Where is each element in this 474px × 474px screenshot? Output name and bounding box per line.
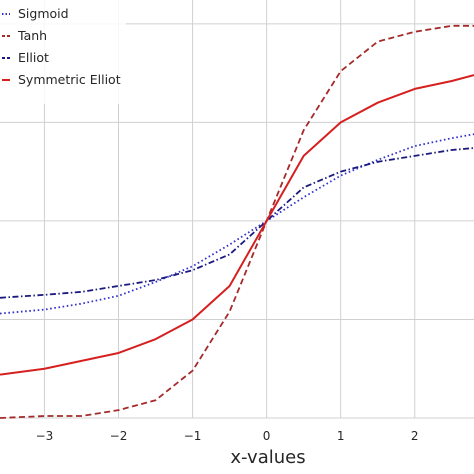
series-layer [0,24,474,419]
series-line-tanh [0,24,474,419]
legend-background [0,0,126,104]
x-tick-label-1: −2 [110,429,128,443]
tick-label-layer: −3 −2 −1 0 1 2 [36,429,419,443]
x-tick-label-4: 1 [337,429,345,443]
x-tick-label-5: 2 [411,429,419,443]
x-tick-label-0: −3 [36,429,54,443]
grid-layer [0,0,474,419]
legend: Sigmoid Tanh Elliot Symmetric Elliot [0,0,126,104]
x-tick-label-3: 0 [263,429,271,443]
x-tick-label-2: −1 [184,429,202,443]
series-line-sigmoid [0,133,474,315]
legend-label-sigmoid: Sigmoid [18,6,69,21]
x-axis-title: x-values [230,447,305,468]
legend-label-tanh: Tanh [17,28,47,43]
series-line-symmetric-elliot [0,74,474,376]
legend-label-symmetric-elliot: Symmetric Elliot [18,72,121,87]
legend-label-elliot: Elliot [18,50,49,65]
series-line-elliot [0,147,474,299]
